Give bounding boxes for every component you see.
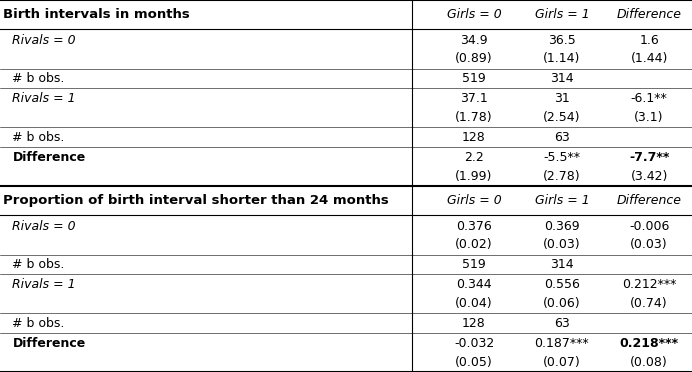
- Text: -0.006: -0.006: [629, 219, 669, 232]
- Text: 519: 519: [462, 258, 486, 271]
- Text: Girls = 1: Girls = 1: [534, 194, 590, 207]
- Text: Rivals = 1: Rivals = 1: [12, 92, 76, 105]
- Text: (1.14): (1.14): [543, 52, 581, 65]
- Text: Rivals = 1: Rivals = 1: [12, 278, 76, 291]
- Text: (0.89): (0.89): [455, 52, 493, 65]
- Text: # b obs.: # b obs.: [12, 72, 65, 85]
- Text: 128: 128: [462, 317, 486, 330]
- Text: (0.08): (0.08): [630, 356, 668, 369]
- Text: 2.2: 2.2: [464, 151, 484, 164]
- Text: # b obs.: # b obs.: [12, 258, 65, 271]
- Text: 0.376: 0.376: [456, 219, 492, 232]
- Text: -5.5**: -5.5**: [543, 151, 581, 164]
- Text: 314: 314: [550, 72, 574, 85]
- Text: 1.6: 1.6: [639, 33, 659, 46]
- Text: (2.78): (2.78): [543, 170, 581, 183]
- Text: (0.03): (0.03): [630, 238, 668, 251]
- Text: 519: 519: [462, 72, 486, 85]
- Text: 37.1: 37.1: [460, 92, 488, 105]
- Text: 36.5: 36.5: [548, 33, 576, 46]
- Text: (2.54): (2.54): [543, 111, 581, 124]
- Text: 0.218***: 0.218***: [619, 337, 679, 350]
- Text: (0.03): (0.03): [543, 238, 581, 251]
- Text: Difference: Difference: [617, 8, 682, 21]
- Text: (0.05): (0.05): [455, 356, 493, 369]
- Text: 0.187***: 0.187***: [535, 337, 589, 350]
- Text: -7.7**: -7.7**: [629, 151, 669, 164]
- Text: (1.99): (1.99): [455, 170, 493, 183]
- Text: -6.1**: -6.1**: [630, 92, 668, 105]
- Text: 0.344: 0.344: [456, 278, 492, 291]
- Text: 63: 63: [554, 131, 570, 144]
- Text: Girls = 1: Girls = 1: [534, 8, 590, 21]
- Text: Difference: Difference: [617, 194, 682, 207]
- Text: (3.1): (3.1): [635, 111, 664, 124]
- Text: 128: 128: [462, 131, 486, 144]
- Text: 0.556: 0.556: [544, 278, 580, 291]
- Text: 0.212***: 0.212***: [622, 278, 676, 291]
- Text: Proportion of birth interval shorter than 24 months: Proportion of birth interval shorter tha…: [3, 194, 389, 207]
- Text: (0.06): (0.06): [543, 297, 581, 310]
- Text: Girls = 0: Girls = 0: [446, 194, 502, 207]
- Text: (1.44): (1.44): [630, 52, 668, 65]
- Text: (3.42): (3.42): [630, 170, 668, 183]
- Text: (1.78): (1.78): [455, 111, 493, 124]
- Text: Difference: Difference: [12, 151, 86, 164]
- Text: Girls = 0: Girls = 0: [446, 8, 502, 21]
- Text: Birth intervals in months: Birth intervals in months: [3, 8, 190, 21]
- Text: # b obs.: # b obs.: [12, 317, 65, 330]
- Text: Difference: Difference: [12, 337, 86, 350]
- Text: (0.02): (0.02): [455, 238, 493, 251]
- Text: 31: 31: [554, 92, 570, 105]
- Text: Rivals = 0: Rivals = 0: [12, 219, 76, 232]
- Text: (0.04): (0.04): [455, 297, 493, 310]
- Text: Rivals = 0: Rivals = 0: [12, 33, 76, 46]
- Text: (0.74): (0.74): [630, 297, 668, 310]
- Text: 314: 314: [550, 258, 574, 271]
- Text: -0.032: -0.032: [454, 337, 494, 350]
- Text: (0.07): (0.07): [543, 356, 581, 369]
- Text: 0.369: 0.369: [544, 219, 580, 232]
- Text: 34.9: 34.9: [460, 33, 488, 46]
- Text: # b obs.: # b obs.: [12, 131, 65, 144]
- Text: 63: 63: [554, 317, 570, 330]
